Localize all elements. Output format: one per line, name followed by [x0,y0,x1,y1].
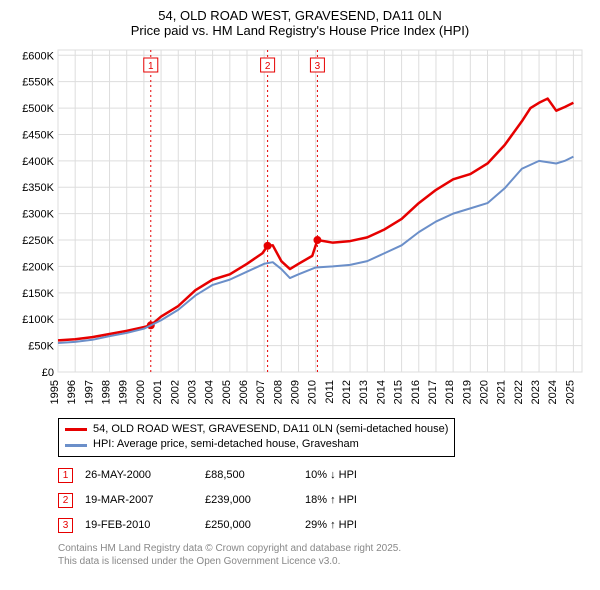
svg-text:2016: 2016 [410,380,422,404]
svg-text:2001: 2001 [152,380,164,404]
svg-text:2009: 2009 [290,380,302,404]
legend-swatch [65,428,87,431]
svg-text:£200K: £200K [22,261,54,273]
legend-label: HPI: Average price, semi-detached house,… [93,437,359,452]
event-price: £250,000 [205,513,305,538]
svg-text:£150K: £150K [22,288,54,300]
svg-text:£100K: £100K [22,314,54,326]
svg-text:2019: 2019 [461,380,473,404]
svg-text:£600K: £600K [22,50,54,62]
svg-text:£500K: £500K [22,103,54,115]
svg-text:2022: 2022 [513,380,525,404]
svg-text:£250K: £250K [22,235,54,247]
legend-item: HPI: Average price, semi-detached house,… [65,437,448,452]
svg-text:2007: 2007 [255,380,267,404]
svg-text:2015: 2015 [393,380,405,404]
footer-attribution: Contains HM Land Registry data © Crown c… [58,542,590,568]
event-date: 19-FEB-2010 [85,513,205,538]
event-date: 26-MAY-2000 [85,463,205,488]
line-chart-svg: £0 £50K £100K £150K £200K £250K £300K £350K £400… [10,44,590,414]
legend-box: 54, OLD ROAD WEST, GRAVESEND, DA11 0LN (… [58,418,455,457]
svg-text:1999: 1999 [118,380,130,404]
svg-text:2020: 2020 [479,380,491,404]
svg-text:1: 1 [148,61,154,72]
event-marker: 2 [58,493,73,508]
event-marker: 3 [58,518,73,533]
svg-text:£450K: £450K [22,129,54,141]
svg-text:£50K: £50K [28,341,54,353]
svg-text:1996: 1996 [66,380,78,404]
svg-text:3: 3 [315,61,321,72]
svg-text:2024: 2024 [547,380,559,404]
svg-text:£400K: £400K [22,156,54,168]
chart-area: £0 £50K £100K £150K £200K £250K £300K £350K £400… [10,44,590,414]
event-delta: 29% ↑ HPI [305,513,369,538]
svg-text:2018: 2018 [444,380,456,404]
svg-text:£350K: £350K [22,182,54,194]
svg-text:£550K: £550K [22,77,54,89]
footer-line2: This data is licensed under the Open Gov… [58,555,590,568]
svg-text:2003: 2003 [186,380,198,404]
svg-text:2025: 2025 [564,380,576,404]
event-delta: 18% ↑ HPI [305,488,369,513]
legend-swatch [65,444,87,447]
svg-text:2010: 2010 [307,380,319,404]
events-table: 1 26-MAY-2000£88,50010% ↓ HPI 2 19-MAR-2007… [58,463,369,538]
svg-text:2011: 2011 [324,380,336,404]
event-row: 3 19-FEB-2010£250,00029% ↑ HPI [58,513,369,538]
svg-text:1998: 1998 [101,380,113,404]
svg-text:2023: 2023 [530,380,542,404]
event-delta: 10% ↓ HPI [305,463,369,488]
svg-text:2002: 2002 [169,380,181,404]
event-price: £88,500 [205,463,305,488]
chart-title-address: 54, OLD ROAD WEST, GRAVESEND, DA11 0LN [10,8,590,23]
svg-text:£300K: £300K [22,209,54,221]
footer-line1: Contains HM Land Registry data © Crown c… [58,542,590,555]
chart-container: 54, OLD ROAD WEST, GRAVESEND, DA11 0LN P… [0,0,600,590]
svg-text:2012: 2012 [341,380,353,404]
svg-text:1995: 1995 [49,380,61,404]
svg-text:2005: 2005 [221,380,233,404]
svg-text:2006: 2006 [238,380,250,404]
svg-text:2004: 2004 [204,380,216,404]
legend-label: 54, OLD ROAD WEST, GRAVESEND, DA11 0LN (… [93,422,448,437]
svg-text:£0: £0 [42,367,54,379]
svg-text:2014: 2014 [375,380,387,404]
svg-text:2008: 2008 [272,380,284,404]
svg-text:2021: 2021 [496,380,508,404]
svg-text:2: 2 [265,61,271,72]
svg-text:1997: 1997 [83,380,95,404]
svg-text:2000: 2000 [135,380,147,404]
event-marker: 1 [58,468,73,483]
event-date: 19-MAR-2007 [85,488,205,513]
event-row: 1 26-MAY-2000£88,50010% ↓ HPI [58,463,369,488]
chart-title-desc: Price paid vs. HM Land Registry's House … [10,23,590,38]
event-row: 2 19-MAR-2007£239,00018% ↑ HPI [58,488,369,513]
legend-item: 54, OLD ROAD WEST, GRAVESEND, DA11 0LN (… [65,422,448,437]
event-price: £239,000 [205,488,305,513]
svg-text:2013: 2013 [358,380,370,404]
svg-text:2017: 2017 [427,380,439,404]
